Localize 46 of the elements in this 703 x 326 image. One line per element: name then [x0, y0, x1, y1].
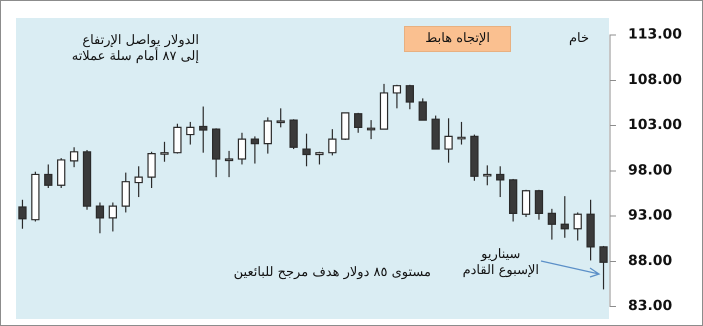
candlestick: [199, 106, 208, 154]
candlestick: [147, 151, 156, 189]
y-tick-label: 93.00: [628, 208, 673, 224]
candlestick: [522, 189, 530, 218]
candlestick: [315, 151, 324, 166]
annotation: سيناريو الإسبوع القادم: [462, 247, 539, 279]
chart-title: خام: [568, 31, 589, 47]
candlestick: [354, 112, 362, 134]
candlestick: [418, 98, 427, 121]
annotation: الإتجاه هابط: [425, 31, 490, 47]
candlestick: [560, 196, 569, 238]
candlestick: [108, 202, 117, 232]
candlestick: [276, 108, 285, 128]
y-tick-label: 108.00: [628, 72, 682, 88]
candlestick: [534, 189, 544, 220]
candlestick: [574, 212, 582, 242]
candlestick: [186, 121, 194, 146]
candlestick: [302, 133, 311, 167]
candlestick: [392, 84, 402, 109]
candlestick: [96, 202, 104, 234]
candlestick: [548, 208, 556, 240]
annotation: مستوى ٨٥ دولار هدف مرجح للبائعين: [234, 265, 431, 281]
label-box: الإتجاه هابط: [404, 26, 511, 52]
candlestick: [366, 120, 376, 140]
candlestick: [70, 146, 78, 168]
annotation: الدولار يواصل الإرتفاع إلى ٨٧ أمام سلة عملاته: [72, 33, 199, 65]
candlestick: [444, 118, 453, 164]
y-tick-label: 103.00: [628, 117, 682, 134]
candlestick: [328, 128, 337, 156]
candlestick: [238, 132, 246, 166]
candlestick: [264, 116, 272, 154]
y-tick-label: 113.00: [628, 26, 682, 43]
candlestick: [160, 141, 169, 162]
candlestick: [18, 199, 27, 230]
candlestick: [496, 166, 504, 198]
candlestick: [224, 150, 234, 178]
candlestick: [44, 164, 52, 189]
candlestick: [250, 136, 260, 164]
candlestick: [406, 84, 414, 110]
candlestick: [134, 166, 143, 198]
y-tick-label: 98.00: [628, 162, 673, 178]
candlestick: [457, 121, 466, 146]
y-tick-label: 88.00: [628, 252, 673, 269]
candlestick: [599, 245, 608, 290]
y-tick-label: 83.00: [628, 298, 673, 314]
candlestick: [483, 164, 492, 186]
